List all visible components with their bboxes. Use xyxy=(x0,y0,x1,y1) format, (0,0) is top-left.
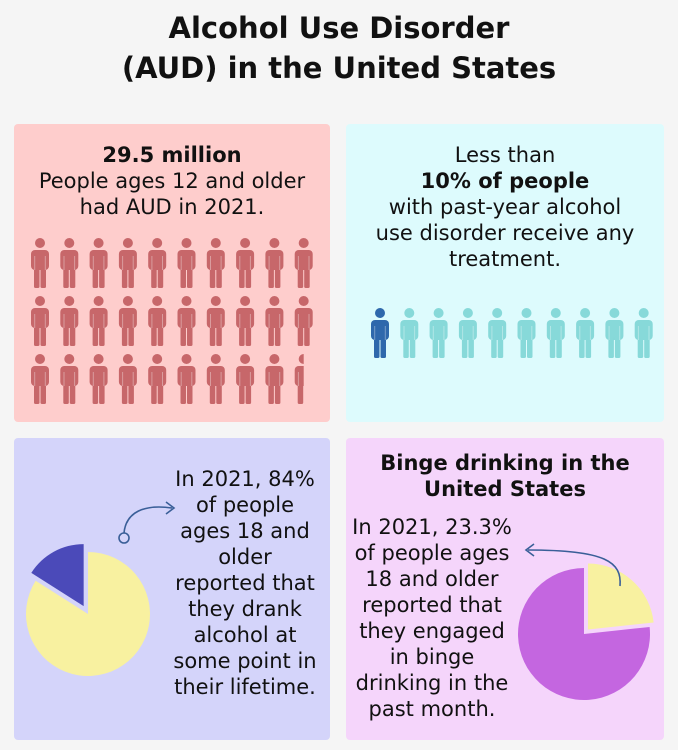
aud-headline: 29.5 million xyxy=(102,143,242,167)
person-icon xyxy=(148,296,167,346)
lifetime-card: In 2021, 84% of people ages 18 and older rep… xyxy=(14,438,330,740)
lifetime-line-5: reported that xyxy=(175,571,315,595)
person-icon xyxy=(60,238,79,288)
binge-line-3: 18 and older xyxy=(365,567,499,591)
binge-line-8: past month. xyxy=(368,697,496,721)
binge-card: Binge drinking in the United States In 2… xyxy=(346,438,664,740)
aud-line-2: had AUD in 2021. xyxy=(79,195,265,219)
person-icon xyxy=(236,296,255,346)
arrow-head xyxy=(165,501,176,515)
pie-slice-majority xyxy=(25,552,150,676)
person-icon xyxy=(31,238,49,288)
person-icon xyxy=(634,308,653,358)
person-icon xyxy=(517,308,536,358)
treatment-card: Less than 10% of people with past-year a… xyxy=(346,124,664,422)
person-icon xyxy=(265,238,284,288)
aud-line-1: People ages 12 and older xyxy=(38,169,306,193)
person-icon xyxy=(60,354,79,404)
person-icon xyxy=(400,308,419,358)
treatment-line-1: Less than xyxy=(454,143,556,167)
person-icon xyxy=(118,296,137,346)
person-icon xyxy=(177,354,196,404)
arrow-line xyxy=(123,506,173,534)
aud-card: 29.5 million People ages 12 and older ha… xyxy=(14,124,330,422)
person-icon xyxy=(236,238,255,288)
binge-line-2: of people ages xyxy=(354,541,510,565)
person-icon xyxy=(576,308,595,358)
person-icon xyxy=(429,308,448,358)
person-icon xyxy=(31,296,49,346)
treatment-line-2: with past-year alcohol xyxy=(388,195,622,219)
binge-line-5: they engaged xyxy=(359,619,505,643)
person-icon xyxy=(89,354,108,404)
person-icon xyxy=(206,296,225,346)
person-icon xyxy=(118,354,137,404)
binge-line-4: reported that xyxy=(362,593,502,617)
binge-heading-line-1: Binge drinking in the xyxy=(380,451,630,475)
person-icon xyxy=(294,238,313,288)
pie-slice-minority xyxy=(31,544,84,607)
person-icon xyxy=(206,354,225,404)
aud-people-grid xyxy=(31,238,313,404)
binge-heading-line-2: United States xyxy=(424,477,586,501)
person-icon xyxy=(31,354,49,404)
person-icon xyxy=(458,308,477,358)
person-icon xyxy=(177,238,196,288)
person-icon xyxy=(89,296,108,346)
binge-text: In 2021, 23.3% of people ages 18 and older… xyxy=(350,514,514,722)
lifetime-line-7: alcohol at xyxy=(193,623,297,647)
person-icon xyxy=(265,296,284,346)
person-icon xyxy=(605,308,624,358)
person-icon xyxy=(60,296,79,346)
pie-slice-minority xyxy=(588,563,654,630)
treatment-line-4: treatment. xyxy=(448,247,562,271)
person-icon xyxy=(294,354,304,404)
title-line-2: (AUD) in the United States xyxy=(121,51,557,85)
treatment-line-3: use disorder receive any xyxy=(375,221,635,245)
treatment-text: Less than 10% of people with past-year a… xyxy=(346,142,664,272)
binge-pie-chart xyxy=(518,543,654,700)
person-icon xyxy=(265,354,284,404)
arrow-start-dot xyxy=(118,532,130,544)
person-icon xyxy=(148,238,167,288)
lifetime-line-6: they drank xyxy=(188,597,302,621)
person-icon xyxy=(236,354,255,404)
arrow-line xyxy=(527,549,621,587)
lifetime-line-3: ages 18 and xyxy=(180,519,310,543)
person-icon xyxy=(177,296,196,346)
lifetime-line-4: older xyxy=(218,545,272,569)
lifetime-line-1: In 2021, 84% xyxy=(175,467,315,491)
person-icon xyxy=(371,308,389,358)
lifetime-line-8: some point in xyxy=(173,649,317,673)
aud-text: 29.5 million People ages 12 and older ha… xyxy=(14,142,330,220)
treatment-people-row xyxy=(371,308,653,358)
person-icon xyxy=(294,296,313,346)
lifetime-line-2: of people xyxy=(195,493,295,517)
person-icon xyxy=(488,308,507,358)
binge-line-1: In 2021, 23.3% xyxy=(352,515,512,539)
lifetime-text: In 2021, 84% of people ages 18 and older rep… xyxy=(162,466,328,700)
person-icon xyxy=(546,308,565,358)
person-icon xyxy=(148,354,167,404)
lifetime-pie-chart xyxy=(25,501,176,676)
binge-heading: Binge drinking in the United States xyxy=(346,450,664,502)
person-icon xyxy=(89,238,108,288)
binge-line-7: drinking in the xyxy=(355,671,509,695)
person-icon xyxy=(118,238,137,288)
arrow-head xyxy=(524,543,535,557)
binge-line-6: in binge xyxy=(389,645,475,669)
lifetime-line-9: their lifetime. xyxy=(174,675,316,699)
pie-slice-majority xyxy=(518,568,650,700)
title-line-1: Alcohol Use Disorder xyxy=(168,11,510,45)
page-title: Alcohol Use Disorder (AUD) in the United… xyxy=(0,8,678,88)
person-icon xyxy=(206,238,225,288)
treatment-headline: 10% of people xyxy=(420,169,590,193)
